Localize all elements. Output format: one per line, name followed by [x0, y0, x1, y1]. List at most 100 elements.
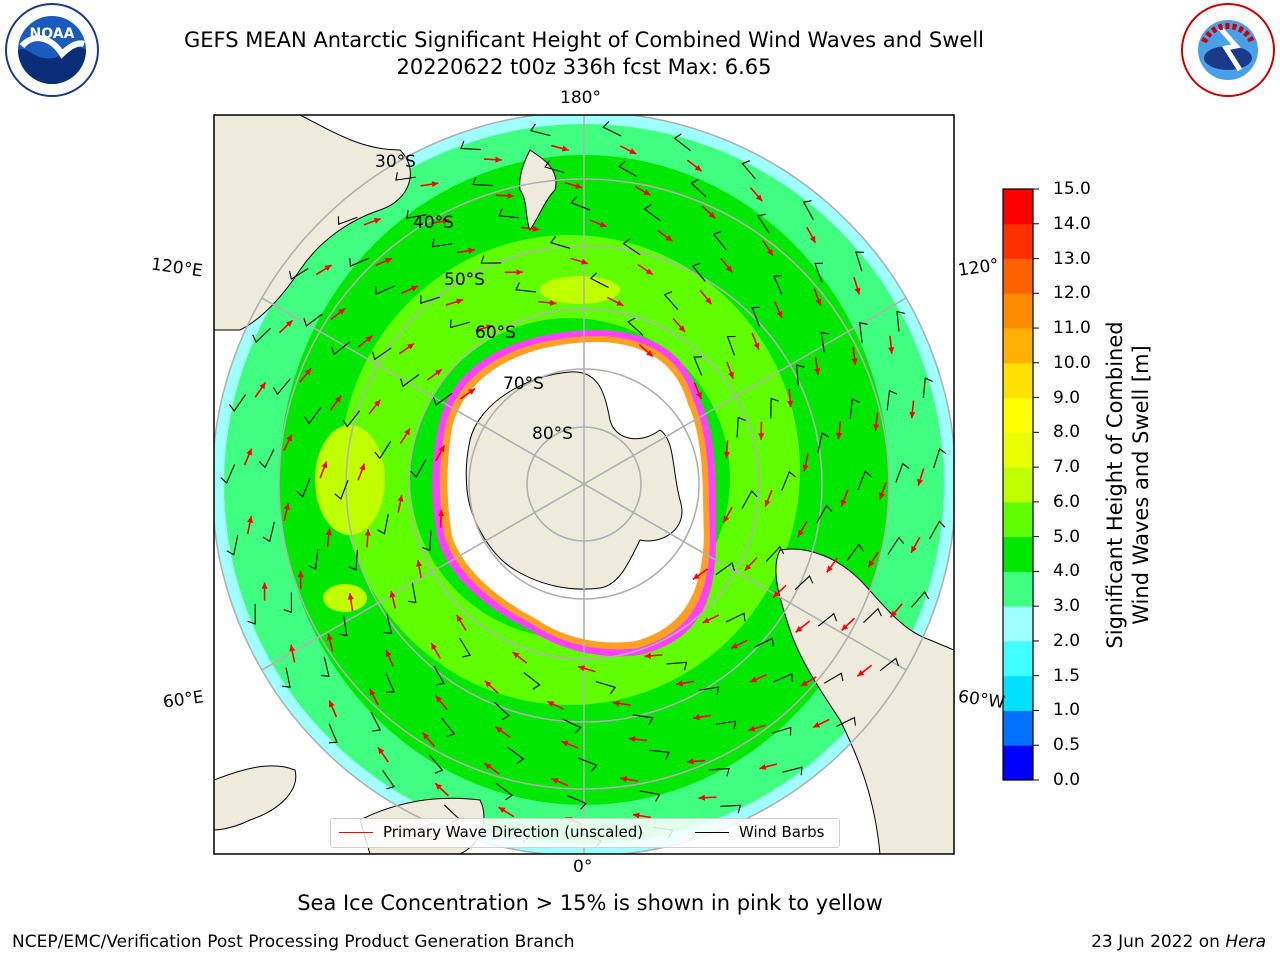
wind-barb [374, 441, 392, 460]
legend-item-wind-barbs: Wind Barbs [695, 823, 824, 841]
wind-barb [857, 470, 872, 491]
new-zealand-land [519, 149, 557, 231]
wave-direction-arrowhead [753, 342, 760, 350]
wind-barb [751, 306, 761, 327]
wave-direction-arrowhead [507, 192, 514, 199]
wave-direction-arrowhead [776, 310, 783, 318]
wind-barb [328, 723, 338, 744]
wind-barb [544, 160, 565, 174]
wind-barb [348, 549, 358, 571]
wind-barb [296, 477, 311, 498]
wind-barb [410, 459, 427, 478]
wind-barb [622, 238, 641, 256]
lon-label-180: 180° [560, 88, 601, 108]
wind-barb [736, 416, 746, 438]
wave-direction-arrowhead [772, 591, 780, 598]
wave-direction-arrowhead [297, 570, 304, 578]
wind-barb [407, 582, 417, 604]
wind-barb [272, 378, 291, 396]
lat-label-30s: 30°S [375, 152, 416, 172]
legend-item-wave-direction: Primary Wave Direction (unscaled) [339, 823, 643, 841]
wave-direction-arrowhead [373, 217, 381, 224]
wave-direction-arrowhead [364, 529, 371, 536]
wave-direction-arrowhead [512, 652, 520, 659]
wind-barb [817, 612, 838, 627]
wind-barb [493, 701, 510, 721]
wave-direction-arrowhead [851, 358, 858, 365]
wave-direction-arrowhead [495, 726, 503, 733]
colorbar-tick-label: 15.0 [1053, 179, 1091, 199]
wave-direction-arrowhead [599, 221, 607, 228]
colorbar-tick-label: 9.0 [1053, 387, 1081, 408]
wind-barb [693, 356, 703, 376]
wind-barb [330, 341, 351, 356]
colorbar-segment [1003, 223, 1033, 260]
wave-direction-arrowhead [435, 695, 443, 703]
footer-credit: NCEP/EMC/Verification Post Processing Pr… [12, 932, 575, 952]
wave-direction-arrowhead [758, 433, 765, 440]
wind-barb [863, 607, 882, 623]
colorbar-segment [1003, 328, 1033, 364]
wind-barb [550, 235, 571, 249]
wind-barb [577, 757, 598, 772]
colorbar-segment [1003, 675, 1033, 711]
chart-title: GEFS MEAN Antarctic Significant Height o… [183, 28, 985, 52]
colorbar-tick-label: 2.0 [1053, 630, 1081, 651]
wind-barb [308, 549, 319, 570]
wind-barb [823, 672, 844, 684]
lon-label-0: 0° [573, 857, 593, 877]
wind-barb [589, 272, 609, 289]
lat-label-80s: 80°S [532, 424, 573, 444]
wave-direction-arrowhead [708, 211, 716, 219]
wave-direction-arrowhead [813, 721, 821, 728]
wave-direction-arrowhead [247, 516, 254, 523]
colorbar-tick-label: 12.0 [1053, 283, 1091, 304]
wind-barb [262, 521, 275, 543]
wind-barb [618, 160, 637, 177]
wave-direction-arrowhead [438, 509, 445, 517]
wave-direction-arrowhead [632, 812, 640, 819]
wave-direction-arrowhead [728, 371, 734, 379]
colorbar-tick-label: 8.0 [1053, 422, 1081, 443]
wave-direction-arrowhead [917, 478, 924, 486]
wind-barb [252, 327, 271, 343]
wave-direction-arrowhead [283, 503, 290, 510]
wave-direction-arrowhead [628, 736, 636, 743]
wind-barb [480, 255, 502, 264]
wave-direction-arrowhead [612, 700, 620, 707]
wind-barb [406, 210, 427, 219]
wave-direction-arrowhead [261, 582, 268, 589]
wind-barb [229, 394, 247, 412]
colorbar [1003, 188, 1039, 781]
wave-direction-arrowhead [694, 164, 702, 172]
colorbar-tick-label: 6.0 [1053, 491, 1081, 512]
wind-barb [570, 196, 591, 211]
wind-barb [741, 160, 756, 180]
wind-barb [770, 397, 779, 419]
wave-direction-arrowhead [759, 764, 767, 770]
wind-barb [666, 661, 688, 671]
wind-barb [283, 592, 293, 614]
wave-direction-arrowhead [868, 560, 875, 568]
wave-direction-arrowhead [646, 350, 653, 357]
wind-barb [933, 448, 947, 469]
wave-direction-arrowhead [378, 747, 385, 755]
wind-barb [449, 319, 470, 329]
wave-direction-arrowhead [484, 763, 492, 770]
colorbar-tick-label: 3.0 [1053, 596, 1081, 617]
wind-barb [726, 335, 736, 356]
wave-direction-arrowhead [404, 428, 411, 436]
colorbar-tick-label: 13.0 [1053, 248, 1091, 269]
wave-direction-arrowhead [561, 145, 569, 152]
wind-barb [459, 637, 471, 658]
wind-barb [817, 432, 830, 453]
wave-direction-arrowhead [644, 652, 651, 659]
wave-direction-arrowhead [498, 807, 506, 814]
wind-barb [433, 665, 445, 686]
wave-direction-arrowhead [359, 463, 366, 471]
wind-barb [320, 656, 330, 677]
primary-wave-direction-arrows [243, 144, 925, 825]
wave-direction-arrowhead [840, 499, 847, 507]
wave-direction-arrowhead [676, 680, 683, 687]
wave-direction-arrowhead [696, 392, 702, 400]
